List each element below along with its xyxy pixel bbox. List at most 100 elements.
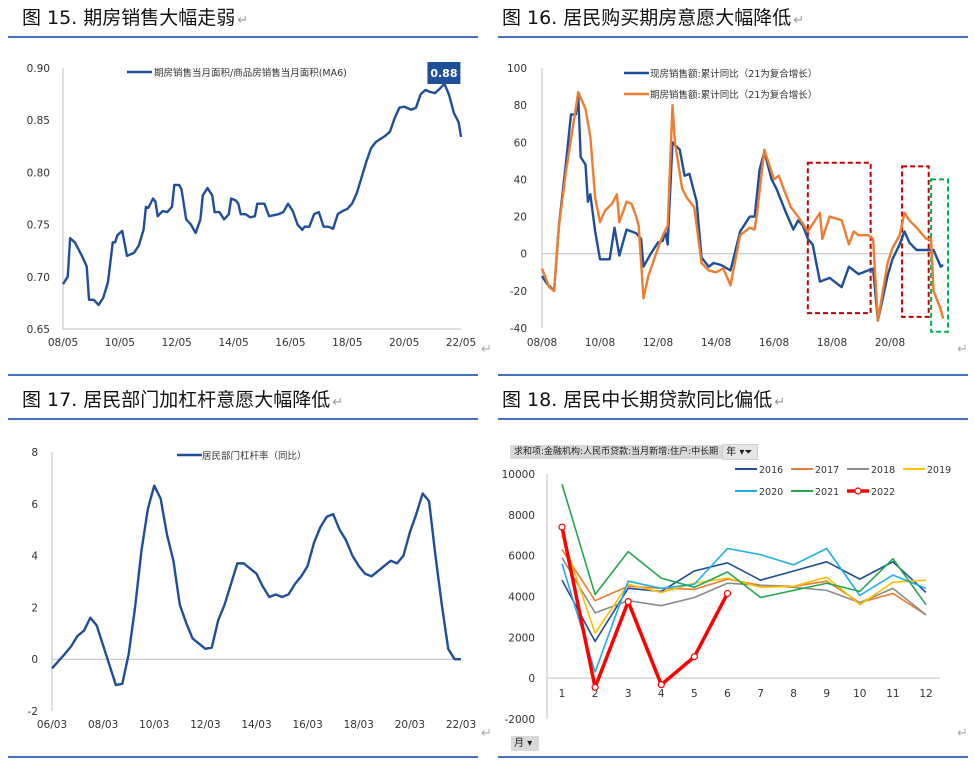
peak-annotation-label: 0.88 xyxy=(430,67,457,80)
figure-16-title: 图 16. 居民购买期房意愿大幅降低 ↵ xyxy=(502,6,804,33)
series-line-1 xyxy=(51,484,461,687)
figure-title-text: 图 15. 期房销售大幅走弱 xyxy=(22,7,236,29)
x-tick-label: 7 xyxy=(757,688,764,700)
y-tick-label: 4 xyxy=(31,551,38,563)
month-filter-button[interactable]: 月 ▾ xyxy=(511,736,539,751)
data-point-marker xyxy=(690,653,698,661)
x-tick-label: 16/05 xyxy=(275,337,305,349)
section-rule xyxy=(8,756,478,758)
legend-label: 现房销售额:累计同比（21为复合增长） xyxy=(650,68,817,80)
x-tick-label: 20/08 xyxy=(875,337,905,349)
y-tick-label: 0.65 xyxy=(27,324,50,336)
year-filter-label: 年 xyxy=(726,447,737,458)
x-tick-label: 06/03 xyxy=(37,719,67,731)
x-tick-label: 22/03 xyxy=(446,719,476,731)
return-mark: ↵ xyxy=(957,726,968,741)
y-tick-label: 8 xyxy=(31,447,38,459)
legend-label: 2019 xyxy=(927,465,951,476)
y-tick-label: 40 xyxy=(514,174,527,186)
x-tick-label: 10 xyxy=(853,688,866,700)
filter-dropdown-icon: ▾⏷ xyxy=(739,447,753,458)
y-tick-label: 6 xyxy=(31,499,38,511)
x-tick-label: 20/05 xyxy=(389,337,419,349)
highlight-box xyxy=(901,165,930,318)
x-tick-label: 10/05 xyxy=(105,337,135,349)
data-point-marker xyxy=(723,589,732,598)
y-tick-label: 8000 xyxy=(508,510,535,522)
y-tick-label: 0.85 xyxy=(27,115,50,127)
x-tick-label: 11 xyxy=(886,688,899,700)
x-tick-label: 12/05 xyxy=(162,337,192,349)
y-tick-label: 0 xyxy=(520,249,527,261)
y-tick-label: 0 xyxy=(31,654,38,666)
data-point-marker xyxy=(558,523,566,531)
legend-label: 居民部门杠杆率（同比） xyxy=(202,450,307,462)
figure-15-title: 图 15. 期房销售大幅走弱 ↵ xyxy=(22,6,248,33)
return-mark: ↵ xyxy=(481,726,492,741)
legend-label: 期房销售当月面积/商品房销售当月面积(MA6) xyxy=(154,67,347,79)
x-tick-label: 16/03 xyxy=(292,719,322,731)
return-mark: ↵ xyxy=(481,342,492,357)
x-tick-label: 2 xyxy=(592,688,599,700)
figure-17-title: 图 17. 居民部门加杠杆意愿大幅降低 ↵ xyxy=(22,388,343,415)
figure-title-text: 图 18. 居民中长期贷款同比偏低 xyxy=(502,389,773,411)
peak-annotation-box xyxy=(427,62,461,84)
y-tick-label: -40 xyxy=(510,323,527,335)
legend-marker xyxy=(854,487,862,495)
legend-label: 2016 xyxy=(759,465,783,476)
header-rule xyxy=(498,418,968,420)
x-tick-label: 8 xyxy=(790,688,797,700)
y-tick-label: 6000 xyxy=(508,551,535,563)
pivot-field-label: 求和项:金融机构:人民币贷款:当月新增:住户:中长期 xyxy=(510,445,723,459)
figure-title-text: 图 17. 居民部门加杠杆意愿大幅降低 xyxy=(22,389,331,411)
y-tick-label: 100 xyxy=(507,63,527,75)
highlight-box xyxy=(930,178,949,333)
y-tick-label: -20 xyxy=(510,286,527,298)
series-line-1 xyxy=(540,94,944,322)
data-point-marker xyxy=(624,598,632,606)
x-tick-label: 12/08 xyxy=(643,337,673,349)
series-line-2019 xyxy=(561,534,927,635)
x-tick-label: 18/05 xyxy=(332,337,362,349)
header-rule xyxy=(498,36,968,38)
x-tick-label: 1 xyxy=(559,688,566,700)
y-tick-label: -2000 xyxy=(504,714,535,726)
y-tick-label: 0 xyxy=(528,673,535,685)
legend-label: 2017 xyxy=(815,465,839,476)
legend-label: 2022 xyxy=(871,487,895,498)
section-rule xyxy=(498,756,968,758)
figure-18-title: 图 18. 居民中长期贷款同比偏低 ↵ xyxy=(502,388,785,415)
data-point-marker xyxy=(657,681,665,689)
y-tick-label: 4000 xyxy=(508,592,535,604)
x-tick-label: 10/08 xyxy=(585,337,615,349)
series-line-2021 xyxy=(561,483,927,606)
x-tick-label: 12 xyxy=(919,688,932,700)
header-rule xyxy=(8,418,478,420)
year-filter-button[interactable]: 年 ▾⏷ xyxy=(722,444,759,460)
x-tick-label: 08/03 xyxy=(88,719,118,731)
return-mark: ↵ xyxy=(957,342,968,357)
y-tick-label: 20 xyxy=(514,212,527,224)
x-tick-label: 18/03 xyxy=(344,719,374,731)
x-tick-label: 16/08 xyxy=(759,337,789,349)
series-line-2020 xyxy=(561,547,927,673)
x-tick-label: 14/08 xyxy=(701,337,731,349)
pivot-header: 求和项:金融机构:人民币贷款:当月新增:住户:中长期 年 ▾⏷ xyxy=(510,444,759,460)
x-tick-label: 6 xyxy=(724,688,731,700)
x-tick-label: 08/05 xyxy=(48,337,78,349)
header-rule xyxy=(8,36,478,38)
x-tick-label: 12/03 xyxy=(190,719,220,731)
y-tick-label: 0.90 xyxy=(27,63,50,75)
dropdown-icon: ▾ xyxy=(527,738,533,749)
legend-label: 2018 xyxy=(871,465,895,476)
series-line-2022 xyxy=(560,526,730,690)
y-tick-label: 0.75 xyxy=(27,220,50,232)
return-mark: ↵ xyxy=(237,13,249,28)
month-filter-label: 月 xyxy=(514,738,524,749)
figure-title-text: 图 16. 居民购买期房意愿大幅降低 xyxy=(502,7,792,29)
section-rule xyxy=(498,374,968,376)
return-mark: ↵ xyxy=(332,395,344,410)
y-tick-label: 0.70 xyxy=(27,272,50,284)
x-tick-label: 5 xyxy=(691,688,698,700)
